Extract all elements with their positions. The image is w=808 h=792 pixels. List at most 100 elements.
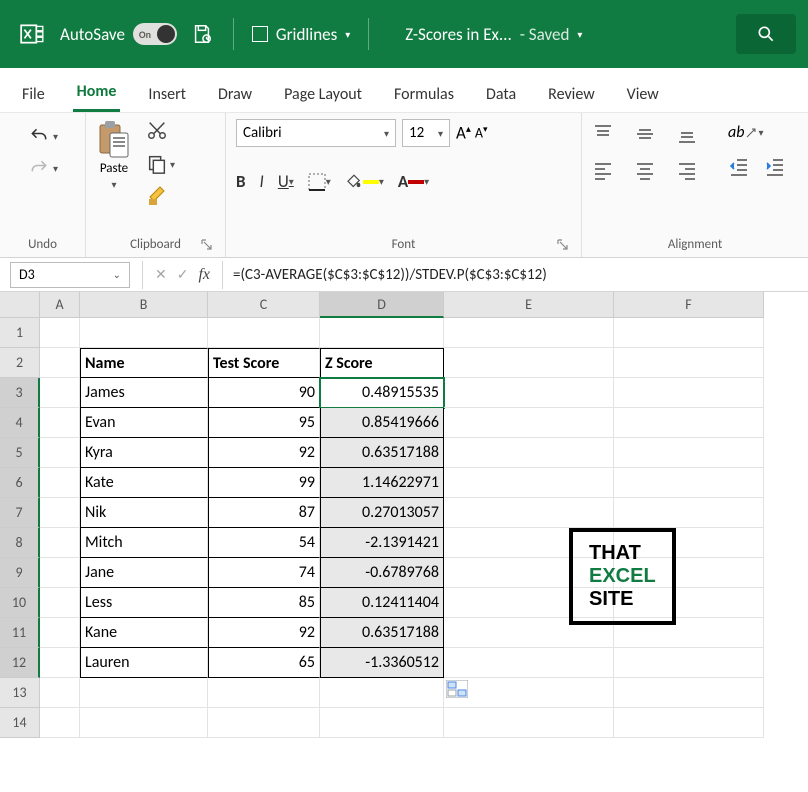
dialog-launcher-icon[interactable] (557, 238, 571, 252)
cell-A14[interactable] (40, 708, 80, 738)
cells-grid[interactable]: NameTest ScoreZ ScoreJames900.48915535Ev… (40, 318, 808, 738)
row-header-13[interactable]: 13 (0, 678, 40, 708)
tab-view[interactable]: View (623, 75, 663, 112)
row-header-7[interactable]: 7 (0, 498, 40, 528)
chevron-down-icon[interactable]: ▾ (53, 130, 58, 143)
gridlines-toggle[interactable]: Gridlines ▾ (252, 24, 350, 45)
increase-indent-icon[interactable] (764, 156, 786, 182)
col-header-A[interactable]: A (40, 292, 80, 318)
redo-button[interactable]: ▾ (27, 155, 58, 181)
cell-D6[interactable]: 1.14622971 (320, 468, 444, 498)
cell-F12[interactable] (614, 648, 764, 678)
row-header-11[interactable]: 11 (0, 618, 40, 648)
col-header-B[interactable]: B (80, 292, 208, 318)
cell-B10[interactable]: Less (80, 588, 208, 618)
cell-A6[interactable] (40, 468, 80, 498)
cell-A12[interactable] (40, 648, 80, 678)
cell-D7[interactable]: 0.27013057 (320, 498, 444, 528)
cell-D2[interactable]: Z Score (320, 348, 444, 378)
cell-A13[interactable] (40, 678, 80, 708)
chevron-down-icon[interactable]: ▾ (345, 28, 350, 41)
col-header-C[interactable]: C (208, 292, 320, 318)
formula-input[interactable]: =(C3-AVERAGE($C$3:$C$12))/STDEV.P($C$3:$… (223, 266, 808, 284)
chevron-down-icon[interactable]: ▾ (326, 175, 331, 188)
chevron-down-icon[interactable]: ▾ (170, 158, 175, 171)
chevron-down-icon[interactable]: ▾ (379, 175, 384, 188)
cell-D8[interactable]: -2.1391421 (320, 528, 444, 558)
tab-formulas[interactable]: Formulas (390, 75, 458, 112)
dialog-launcher-icon[interactable] (201, 238, 215, 252)
cell-E14[interactable] (444, 708, 614, 738)
cell-F14[interactable] (614, 708, 764, 738)
search-button[interactable] (736, 14, 796, 54)
tab-page-layout[interactable]: Page Layout (280, 75, 366, 112)
fx-icon[interactable]: fx (198, 266, 210, 284)
fill-color-button[interactable]: ▾ (345, 173, 384, 191)
chevron-down-icon[interactable]: ▾ (438, 127, 443, 140)
chevron-down-icon[interactable]: ⌄ (113, 268, 121, 281)
enter-formula-icon[interactable]: ✓ (177, 266, 189, 283)
cell-F13[interactable] (614, 678, 764, 708)
italic-button[interactable]: I (260, 171, 264, 192)
cell-D12[interactable]: -1.3360512 (320, 648, 444, 678)
tab-file[interactable]: File (18, 75, 49, 112)
cell-D5[interactable]: 0.63517188 (320, 438, 444, 468)
chevron-down-icon[interactable]: ▾ (289, 175, 294, 188)
cell-D14[interactable] (320, 708, 444, 738)
chevron-down-icon[interactable]: ▾ (384, 127, 389, 140)
tab-data[interactable]: Data (482, 75, 520, 112)
cell-B12[interactable]: Lauren (80, 648, 208, 678)
autosave-toggle[interactable]: AutoSave On (60, 23, 177, 45)
cell-E6[interactable] (444, 468, 614, 498)
cell-C10[interactable]: 85 (208, 588, 320, 618)
autosave-switch[interactable]: On (133, 23, 177, 45)
cell-C9[interactable]: 74 (208, 558, 320, 588)
cell-D1[interactable] (320, 318, 444, 348)
row-header-3[interactable]: 3 (0, 378, 40, 408)
cell-A8[interactable] (40, 528, 80, 558)
tab-insert[interactable]: Insert (144, 75, 190, 112)
row-header-6[interactable]: 6 (0, 468, 40, 498)
cell-E4[interactable] (444, 408, 614, 438)
cell-E12[interactable] (444, 648, 614, 678)
cell-A1[interactable] (40, 318, 80, 348)
cell-B13[interactable] (80, 678, 208, 708)
cell-C2[interactable]: Test Score (208, 348, 320, 378)
cell-A10[interactable] (40, 588, 80, 618)
select-all-corner[interactable] (0, 292, 40, 318)
cell-E5[interactable] (444, 438, 614, 468)
align-top-icon[interactable] (592, 123, 620, 151)
cell-A4[interactable] (40, 408, 80, 438)
cell-B5[interactable]: Kyra (80, 438, 208, 468)
cell-C6[interactable]: 99 (208, 468, 320, 498)
row-header-12[interactable]: 12 (0, 648, 40, 678)
cell-A11[interactable] (40, 618, 80, 648)
tab-draw[interactable]: Draw (214, 75, 256, 112)
cell-F5[interactable] (614, 438, 764, 468)
cell-F6[interactable] (614, 468, 764, 498)
cell-A9[interactable] (40, 558, 80, 588)
col-header-F[interactable]: F (614, 292, 764, 318)
document-title[interactable]: Z-Scores in Ex... - Saved ▾ (405, 24, 582, 45)
cell-D9[interactable]: -0.6789768 (320, 558, 444, 588)
align-right-icon[interactable] (676, 159, 704, 187)
tab-home[interactable]: Home (73, 72, 121, 112)
cancel-formula-icon[interactable]: ✕ (155, 266, 167, 283)
decrease-font-icon[interactable]: A▾ (475, 124, 488, 142)
cell-E3[interactable] (444, 378, 614, 408)
cell-B14[interactable] (80, 708, 208, 738)
cell-B6[interactable]: Kate (80, 468, 208, 498)
cell-A5[interactable] (40, 438, 80, 468)
align-middle-icon[interactable] (634, 123, 662, 151)
tab-review[interactable]: Review (544, 75, 599, 112)
cell-F7[interactable] (614, 498, 764, 528)
decrease-indent-icon[interactable] (728, 156, 750, 182)
align-left-icon[interactable] (592, 159, 620, 187)
cell-C11[interactable]: 92 (208, 618, 320, 648)
col-header-E[interactable]: E (444, 292, 614, 318)
row-header-9[interactable]: 9 (0, 558, 40, 588)
cell-E7[interactable] (444, 498, 614, 528)
cell-B8[interactable]: Mitch (80, 528, 208, 558)
cell-D13[interactable] (320, 678, 444, 708)
font-color-button[interactable]: A ▾ (398, 171, 429, 192)
